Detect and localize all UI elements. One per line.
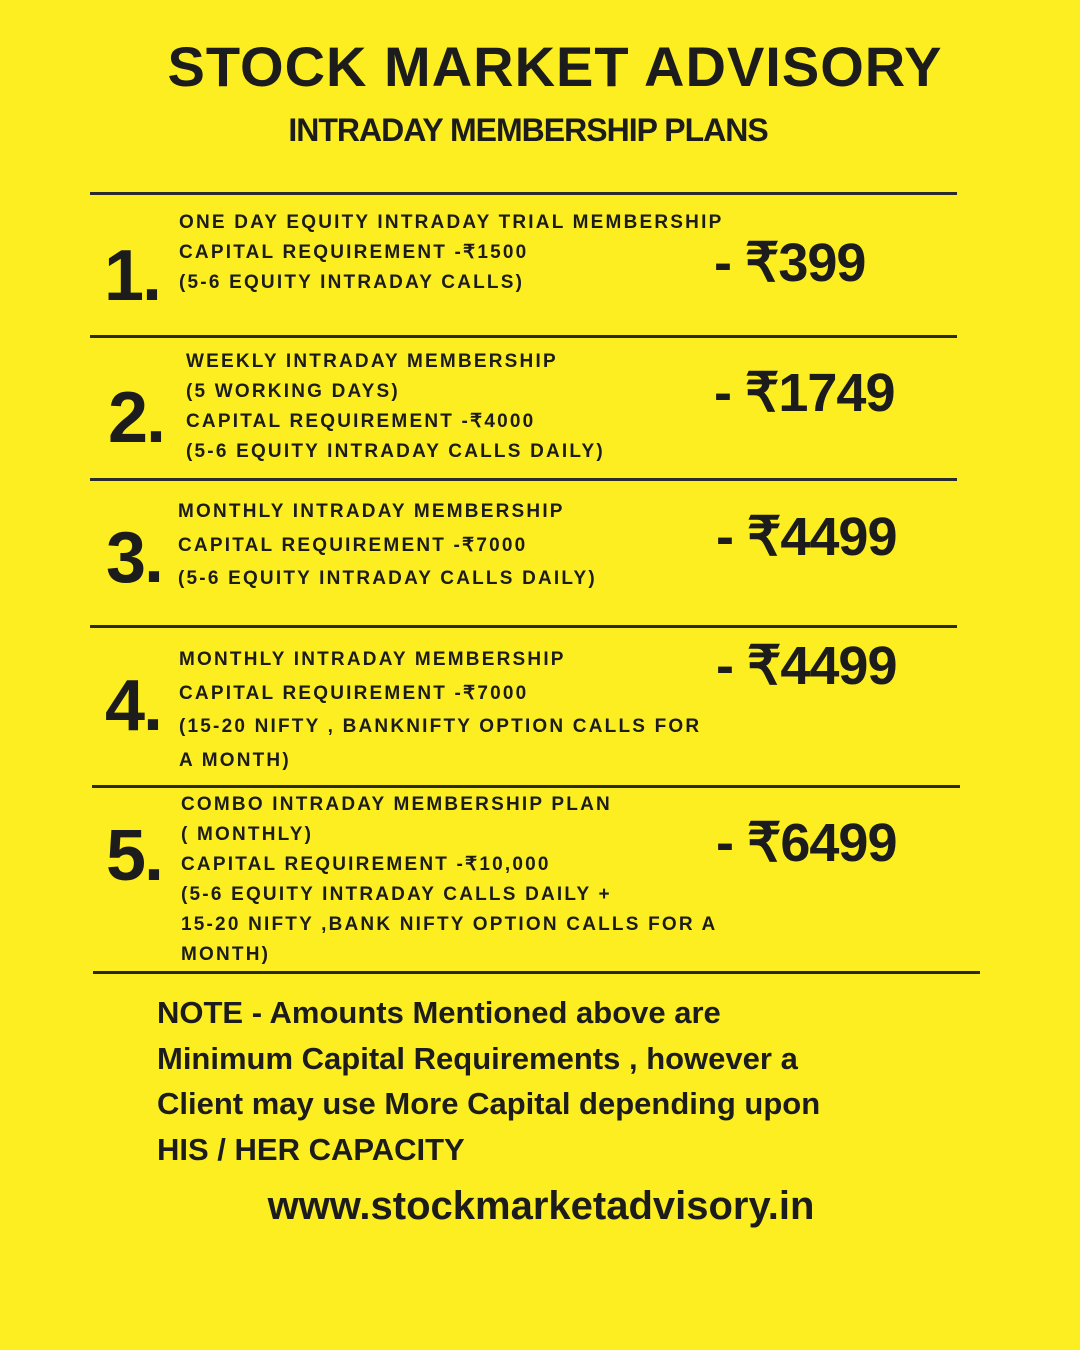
plan-price: - ₹4499	[716, 636, 897, 696]
plan-number: 3.	[106, 518, 164, 598]
plan-line: CAPITAL REQUIREMENT -₹7000	[178, 534, 528, 556]
plan-line: MONTHLY INTRADAY MEMBERSHIP	[179, 649, 566, 670]
plan-number: 1.	[104, 236, 162, 316]
plan-line: (5-6 EQUITY INTRADAY CALLS DAILY +	[181, 884, 612, 905]
plan-details: MONTHLY INTRADAY MEMBERSHIP CAPITAL REQU…	[178, 495, 597, 596]
plan-price: - ₹4499	[716, 507, 897, 567]
divider	[92, 785, 960, 788]
plan-details: MONTHLY INTRADAY MEMBERSHIP CAPITAL REQU…	[179, 643, 701, 777]
plan-line: WEEKLY INTRADAY MEMBERSHIP	[186, 351, 558, 372]
divider	[90, 625, 957, 628]
plan-details: ONE DAY EQUITY INTRADAY TRIAL MEMBERSHIP…	[179, 208, 723, 298]
note-line: NOTE - Amounts Mentioned above are	[157, 995, 721, 1030]
plan-price: - ₹1749	[714, 363, 895, 423]
divider	[93, 971, 980, 974]
plan-line: 15-20 NIFTY ,BANK NIFTY OPTION CALLS FOR…	[181, 914, 718, 935]
plan-line: (5-6 EQUITY INTRADAY CALLS DAILY)	[178, 568, 597, 589]
plan-line: CAPITAL REQUIREMENT -₹1500	[179, 242, 529, 263]
plan-line: MONTH)	[181, 944, 271, 965]
note-line: Minimum Capital Requirements , however a	[157, 1040, 798, 1076]
plan-line: ( MONTHLY)	[181, 824, 314, 845]
note: NOTE - Amounts Mentioned above are Minim…	[157, 990, 820, 1173]
page-title: STOCK MARKET ADVISORY	[167, 35, 943, 98]
plan-line: (5 WORKING DAYS)	[186, 381, 400, 402]
plan-price: - ₹6499	[716, 813, 897, 873]
divider	[90, 192, 957, 195]
plan-line: (15-20 NIFTY , BANKNIFTY OPTION CALLS FO…	[179, 716, 702, 737]
plan-line: A MONTH)	[179, 749, 291, 771]
plan-line: (5-6 EQUITY INTRADAY CALLS DAILY)	[186, 441, 605, 462]
page-subtitle: INTRADAY MEMBERSHIP PLANS	[288, 112, 768, 148]
plan-line: CAPITAL REQUIREMENT -₹10,000	[181, 854, 551, 875]
note-line: Client may use More Capital depending up…	[157, 1086, 821, 1122]
plan-details: WEEKLY INTRADAY MEMBERSHIP (5 WORKING DA…	[186, 347, 605, 467]
plan-line: MONTHLY INTRADAY MEMBERSHIP	[178, 501, 565, 522]
plan-number: 4.	[105, 666, 163, 746]
plan-line: CAPITAL REQUIREMENT -₹7000	[179, 682, 529, 704]
plan-number: 5.	[106, 816, 164, 896]
plan-line: CAPITAL REQUIREMENT -₹4000	[186, 411, 536, 432]
divider	[90, 335, 957, 338]
plan-number: 2.	[108, 378, 166, 458]
plan-line: ONE DAY EQUITY INTRADAY TRIAL MEMBERSHIP	[179, 212, 724, 233]
plan-details: COMBO INTRADAY MEMBERSHIP PLAN ( MONTHLY…	[181, 790, 717, 970]
divider	[90, 478, 957, 481]
note-line: HIS / HER CAPACITY	[157, 1132, 465, 1168]
plan-price: - ₹399	[714, 233, 866, 293]
plan-line: (5-6 EQUITY INTRADAY CALLS)	[179, 272, 525, 293]
website-url: www.stockmarketadvisory.in	[267, 1184, 815, 1228]
plan-line: COMBO INTRADAY MEMBERSHIP PLAN	[181, 794, 612, 815]
